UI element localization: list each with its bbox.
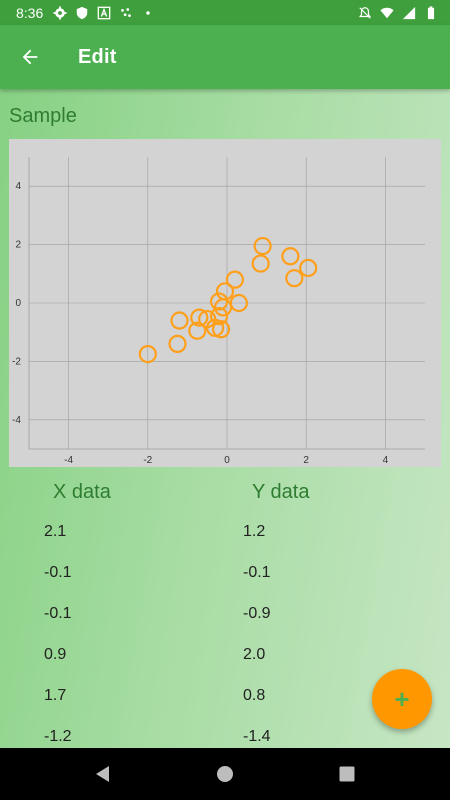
- scatter-point: [251, 254, 270, 273]
- scatter-point: [209, 292, 229, 311]
- x-tick-label: -2: [143, 455, 152, 466]
- back-button[interactable]: [10, 37, 50, 77]
- y-value: -0.9: [243, 605, 271, 622]
- table-row[interactable]: 1.7 0.8: [0, 683, 450, 724]
- navigation-bar: [0, 748, 450, 800]
- table-row[interactable]: -0.1 -0.1: [0, 560, 450, 601]
- x-tick-label: -4: [64, 455, 73, 466]
- signal-icon: [402, 6, 416, 19]
- y-data-header: Y data: [252, 481, 310, 503]
- settings-icon: [53, 5, 67, 20]
- dots-icon: [121, 7, 132, 17]
- y-value: -1.4: [243, 728, 271, 745]
- square-recents-icon: [339, 766, 355, 782]
- status-bar: 8:36: [0, 0, 450, 25]
- nav-back-button[interactable]: [91, 762, 115, 786]
- y-value: -0.1: [243, 564, 271, 581]
- y-value: 1.2: [243, 523, 266, 540]
- nav-home-button[interactable]: [213, 762, 237, 786]
- y-value: 0.8: [243, 687, 266, 704]
- dot-icon: [146, 10, 150, 15]
- status-left-icons: [53, 5, 155, 20]
- scatter-point: [188, 321, 207, 340]
- scatter-point: [209, 307, 229, 326]
- scatter-point: [229, 293, 248, 313]
- app-bar: Edit: [0, 25, 450, 89]
- notifications-off-icon: [358, 6, 372, 19]
- y-tick-label: 4: [15, 181, 21, 192]
- add-button[interactable]: +: [372, 669, 432, 729]
- x-tick-label: 0: [224, 455, 230, 466]
- x-value: -0.1: [44, 605, 72, 622]
- data-table: 2.1 1.2 -0.1 -0.1 -0.1 -0.9 0.9 2.0 1.7 …: [0, 519, 450, 748]
- font-icon: [97, 6, 111, 19]
- table-row[interactable]: 0.9 2.0: [0, 642, 450, 683]
- scatter-point: [281, 247, 300, 266]
- status-right-icons: [358, 5, 438, 20]
- x-value: 2.1: [44, 523, 67, 540]
- x-tick-label: 4: [383, 455, 389, 466]
- y-value: 2.0: [243, 646, 266, 663]
- content-area: Sample -4 -2 0 2 4 4 2 0 -2 -4 X data Y data 2.1 …: [0, 89, 450, 748]
- scatter-point: [285, 269, 304, 288]
- scatter-point: [190, 308, 209, 327]
- y-tick-label: -4: [12, 415, 21, 426]
- x-data-header: X data: [53, 481, 111, 503]
- scatter-point: [253, 236, 272, 256]
- shield-icon: [77, 6, 88, 19]
- scatter-point: [138, 345, 157, 364]
- nav-recents-button[interactable]: [335, 762, 359, 786]
- x-value: 1.7: [44, 687, 67, 704]
- section-title: Sample: [9, 105, 77, 127]
- wifi-icon: [380, 7, 394, 18]
- scatter-point: [170, 311, 189, 330]
- plus-icon: +: [394, 684, 410, 714]
- battery-icon: [427, 5, 435, 19]
- table-row[interactable]: -1.2 -1.4: [0, 724, 450, 748]
- scatter-point: [168, 334, 187, 353]
- y-tick-label: 2: [15, 240, 21, 251]
- scatter-point: [211, 320, 231, 339]
- x-value: -0.1: [44, 564, 72, 581]
- x-tick-label: 2: [303, 455, 309, 466]
- scatter-point: [299, 258, 318, 278]
- table-row[interactable]: 2.1 1.2: [0, 519, 450, 560]
- page-title: Edit: [78, 45, 117, 68]
- scatter-point: [225, 270, 245, 289]
- scatter-plot-svg: -4 -2 0 2 4 4 2 0 -2 -4: [9, 139, 441, 467]
- table-row[interactable]: -0.1 -0.9: [0, 601, 450, 642]
- y-tick-label: 0: [15, 298, 21, 309]
- y-tick-label: -2: [12, 356, 21, 367]
- circle-home-icon: [217, 766, 233, 782]
- triangle-back-icon: [96, 766, 109, 782]
- scatter-point: [215, 282, 235, 301]
- arrow-left-icon: [22, 49, 38, 65]
- x-value: -1.2: [44, 728, 72, 745]
- status-time: 8:36: [16, 4, 44, 21]
- x-value: 0.9: [44, 646, 67, 663]
- scatter-chart: -4 -2 0 2 4 4 2 0 -2 -4: [9, 139, 441, 467]
